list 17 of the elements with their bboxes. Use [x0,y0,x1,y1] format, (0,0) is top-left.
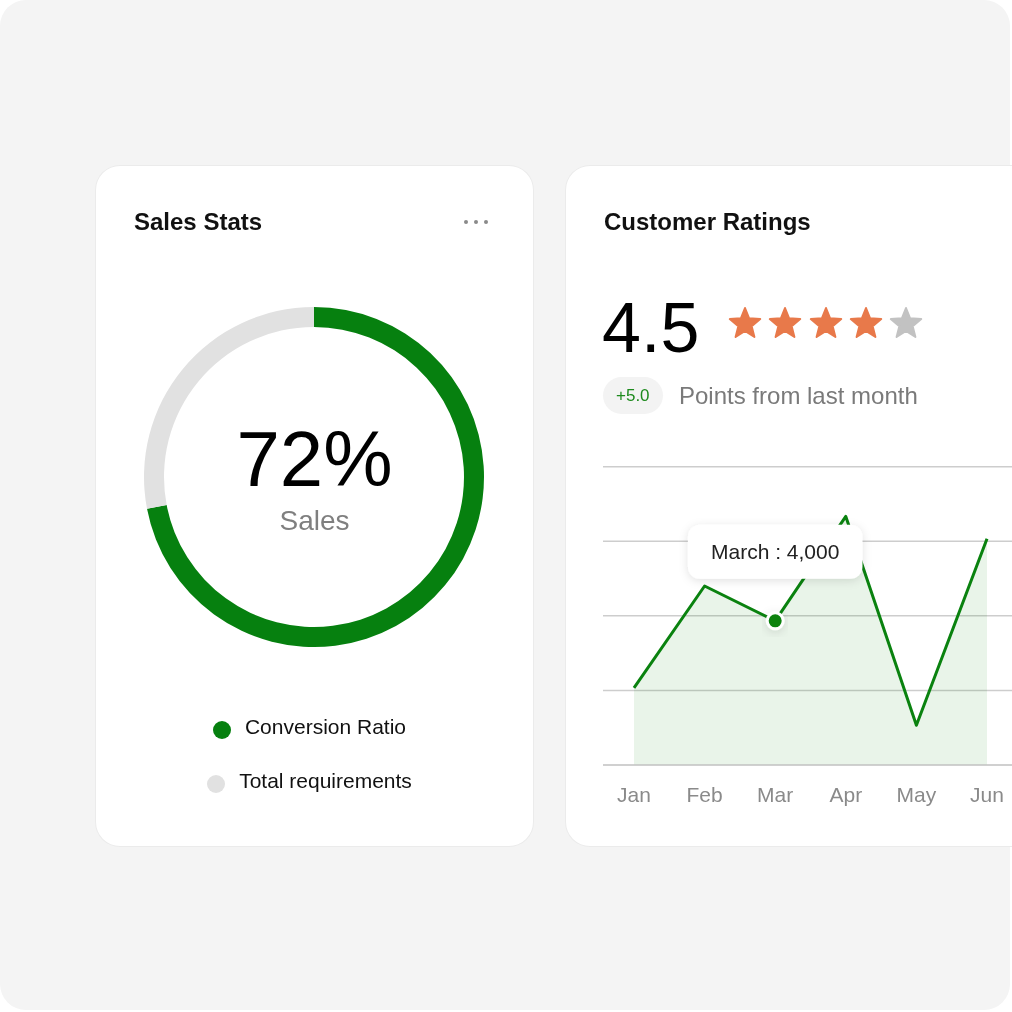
annotation: March : 4,000 [711,540,840,564]
chart-title: Customer Ratings [604,208,811,235]
text: 4.5 [602,289,700,367]
chart-title: Sales Stats [134,208,263,235]
x-tick-label: Apr [829,782,863,806]
text: 72% [235,415,394,503]
text: Points from last month [679,381,918,411]
donut-slice [147,307,484,647]
text: Sales [278,505,351,536]
x-tick-label: Feb [686,782,723,806]
badge: +5.0 [603,377,663,414]
x-tick-label: Jan [617,782,651,806]
legend-label: Total requirements [239,769,412,792]
legend-label: Conversion Ratio [244,715,407,738]
x-tick-label: Jun [970,782,1004,806]
x-tick-label: Mar [757,782,794,806]
x-tick-label: May [896,782,937,806]
